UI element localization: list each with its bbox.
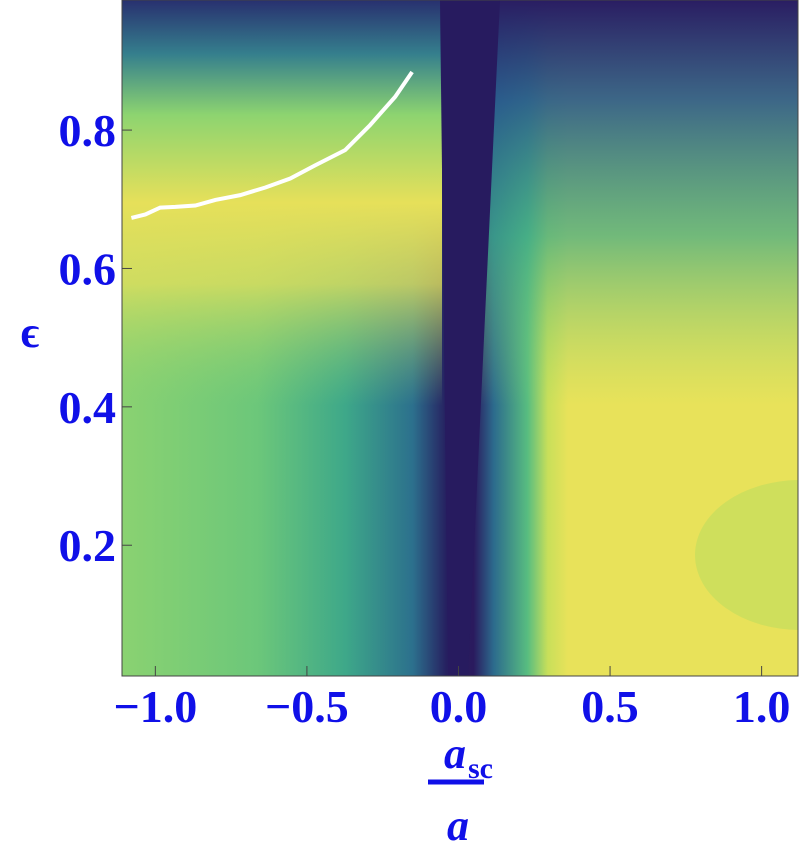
y-tick-label: 0.8 [59, 105, 117, 156]
x-label-numerator: a [444, 729, 466, 778]
x-tick-label: 1.0 [733, 681, 791, 732]
y-tick-label: 0.6 [59, 243, 117, 294]
plot-frame [121, 0, 799, 677]
x-tick-label: 0.5 [581, 681, 639, 732]
contour-field [122, 0, 798, 676]
y-tick-label: 0.4 [59, 382, 117, 433]
x-tick-label: −0.5 [265, 681, 349, 732]
x-tick-label: −1.0 [113, 681, 197, 732]
y-tick-label: 0.2 [59, 520, 117, 571]
y-label: ϵ [21, 308, 40, 357]
contour-line [130, 70, 414, 220]
x-label-denominator: a [447, 801, 469, 846]
x-tick-label: 0.0 [430, 681, 488, 732]
